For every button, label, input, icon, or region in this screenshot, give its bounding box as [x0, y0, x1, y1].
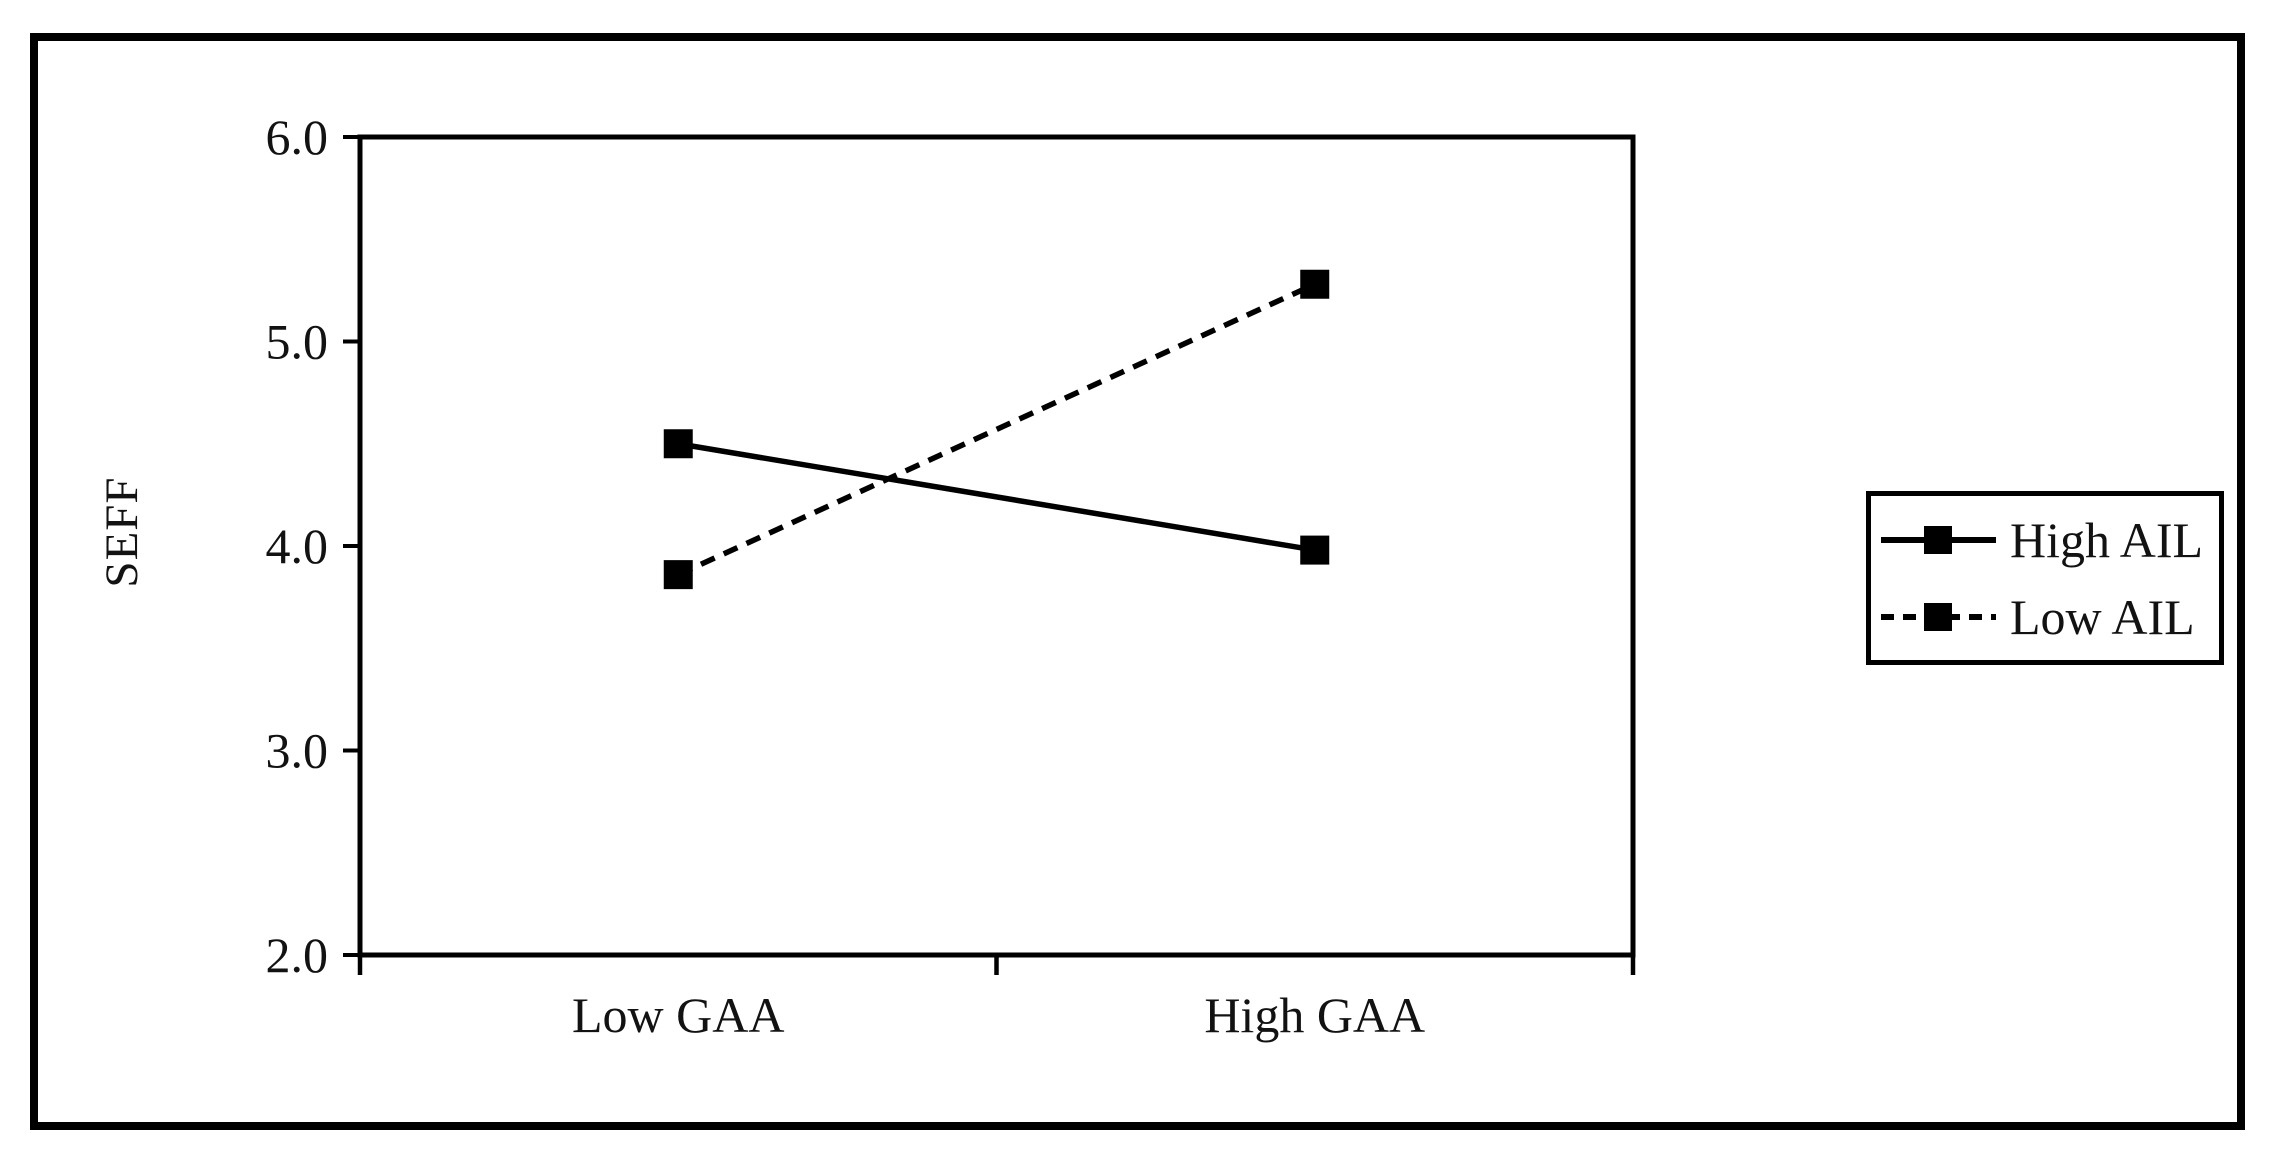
legend-square-marker	[1924, 602, 1952, 631]
series-line-low-ail	[677, 281, 1316, 578]
y-tick-label-5.0: 5.0	[266, 314, 329, 370]
marker-low-ail-high-gaa	[1300, 269, 1330, 299]
y-tick-label-3.0: 3.0	[266, 723, 329, 779]
marker-high-ail-high-gaa	[1300, 535, 1330, 565]
legend-label-high-ail: High AIL	[2010, 511, 2204, 568]
plot-frame	[357, 134, 1636, 958]
legend-square-marker	[1924, 525, 1952, 554]
legend-item-low-ail: Low AIL	[1871, 578, 2219, 655]
marker-high-ail-low-gaa	[663, 429, 693, 459]
y-tick-label-4.0: 4.0	[266, 518, 329, 574]
series-line-high-ail	[677, 441, 1316, 553]
y-axis-title: SEFF	[96, 476, 148, 588]
x-category-label-low-gaa: Low GAA	[572, 987, 784, 1043]
legend-sample-solid-line	[1881, 525, 1996, 554]
legend-sample-dashed-line	[1881, 602, 1996, 631]
legend-box: High AIL Low AIL	[1866, 491, 2224, 665]
marker-low-ail-low-gaa	[663, 560, 693, 590]
legend-item-high-ail: High AIL	[1871, 501, 2219, 578]
y-tick-label-6.0: 6.0	[266, 109, 329, 165]
legend-label-low-ail: Low AIL	[2010, 588, 2195, 645]
y-tick-label-2.0: 2.0	[266, 927, 329, 983]
x-category-label-high-gaa: High GAA	[1204, 987, 1425, 1043]
